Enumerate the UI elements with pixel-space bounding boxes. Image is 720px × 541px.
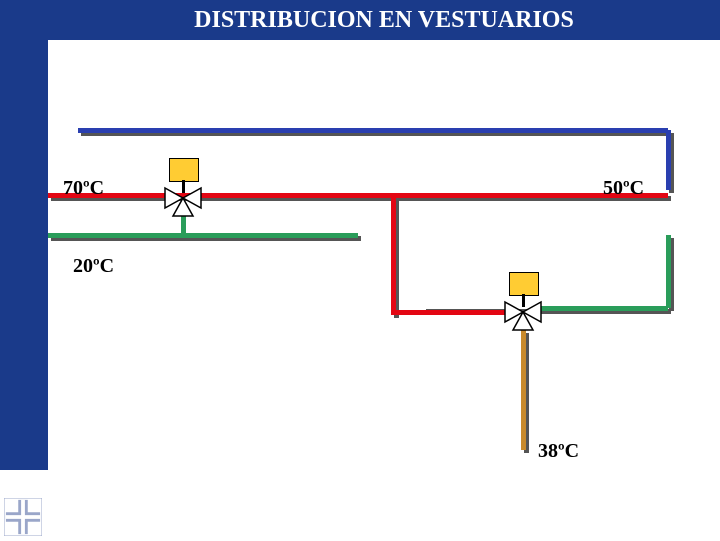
cold-pipe-2 <box>541 306 668 311</box>
cold-pipe-1 <box>48 233 358 238</box>
temp-cold_supply: 20ºC <box>73 255 114 278</box>
title-bar: DISTRIBUCION EN VESTUARIOS <box>48 0 720 40</box>
temp-hot_supply: 70ºC <box>63 177 104 200</box>
mixing-valve-1-body <box>153 178 213 228</box>
recirc-pipe <box>78 128 668 133</box>
mixing-valve-2-body <box>493 292 553 342</box>
recirc-drop <box>666 130 671 190</box>
hot-drop <box>391 195 396 315</box>
hot-to-mixer <box>393 310 505 315</box>
side-band <box>0 0 48 470</box>
page-title: DISTRIBUCION EN VESTUARIOS <box>194 7 574 34</box>
shower-pipe <box>521 330 526 450</box>
brand-logo <box>4 498 42 536</box>
diagram-canvas: 70ºC 50ºC 20ºC 38ºC <box>48 40 720 540</box>
temp-mixed_hot: 50ºC <box>603 177 644 200</box>
cold-drop <box>666 235 671 308</box>
hot-pipe <box>48 193 668 198</box>
temp-shower_out: 38ºC <box>538 440 579 463</box>
